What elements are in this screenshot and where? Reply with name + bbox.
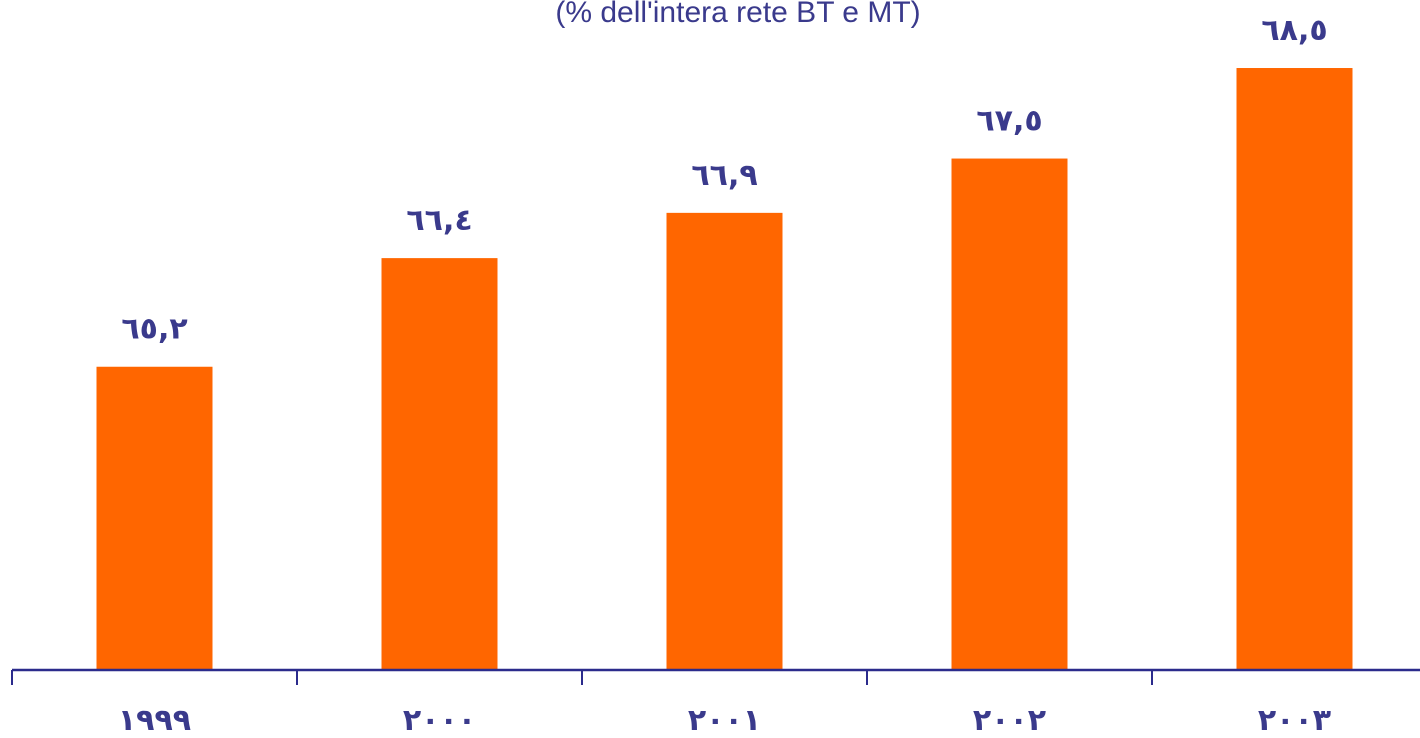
x-tick-label-2: ٢٠٠١ — [688, 703, 761, 738]
value-label-1: ٦٦,٤ — [406, 203, 472, 238]
bar-3 — [951, 158, 1068, 670]
x-axis-tick-labels-group: ١٩٩٩ ٢٠٠٠ ٢٠٠١ ٢٠٠٢ ٢٠٠٣ — [118, 703, 1331, 738]
bar-1 — [381, 258, 498, 670]
value-labels-group: ٦٥,٢ ٦٦,٤ ٦٦,٩ ٦٧,٥ ٦٨,٥ — [121, 13, 1327, 347]
x-tick-label-3: ٢٠٠٢ — [973, 703, 1046, 738]
bars-group — [96, 68, 1353, 671]
bar-4 — [1236, 68, 1353, 671]
x-tick-label-1: ٢٠٠٠ — [403, 703, 476, 738]
x-axis-ticks-group — [11, 670, 1153, 685]
bar-2 — [666, 212, 783, 670]
x-tick-label-4: ٢٠٠٣ — [1258, 703, 1331, 738]
value-label-4: ٦٨,٥ — [1261, 13, 1327, 48]
x-tick-label-0: ١٩٩٩ — [118, 703, 191, 738]
value-label-2: ٦٦,٩ — [691, 158, 757, 193]
bar-0 — [96, 366, 213, 670]
chart-subtitle: (% dell'intera rete BT e MT) — [555, 0, 920, 29]
value-label-0: ٦٥,٢ — [121, 312, 187, 347]
value-label-3: ٦٧,٥ — [976, 104, 1042, 139]
